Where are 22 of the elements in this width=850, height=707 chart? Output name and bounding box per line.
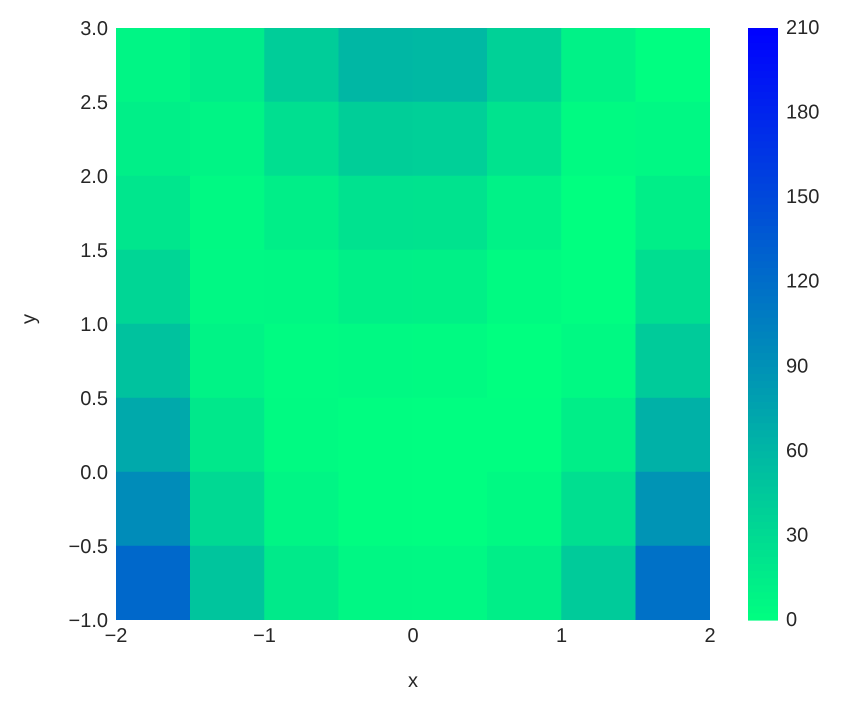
y-tick-label: 0.0 bbox=[80, 462, 108, 484]
color-bar-label: 150 bbox=[786, 186, 820, 208]
y-tick-label: 0.5 bbox=[80, 388, 108, 410]
color-bar-label: 0 bbox=[786, 609, 798, 631]
y-tick-label: 3.0 bbox=[80, 18, 108, 40]
color-bar-label: 180 bbox=[786, 102, 820, 124]
y-tick-label: 1.5 bbox=[80, 240, 108, 262]
x-tick-label: 0 bbox=[407, 625, 419, 648]
x-tick-label: 1 bbox=[556, 625, 568, 648]
x-axis-title: x bbox=[408, 670, 418, 692]
color-bar-label: 210 bbox=[786, 17, 820, 39]
y-tick-label: −0.5 bbox=[68, 536, 108, 558]
x-tick-label: 2 bbox=[704, 625, 716, 648]
y-tick-label: 2.0 bbox=[80, 166, 108, 188]
color-bar-label: 30 bbox=[786, 524, 808, 546]
color-bar-label: 120 bbox=[786, 270, 820, 293]
x-tick-label: −1 bbox=[253, 625, 276, 648]
y-axis-title: y bbox=[18, 314, 40, 324]
color-bar-label: 90 bbox=[786, 355, 808, 378]
y-tick-label: 1.0 bbox=[80, 314, 108, 336]
y-tick-label: 2.5 bbox=[80, 92, 108, 114]
color-bar-label: 60 bbox=[786, 440, 808, 462]
